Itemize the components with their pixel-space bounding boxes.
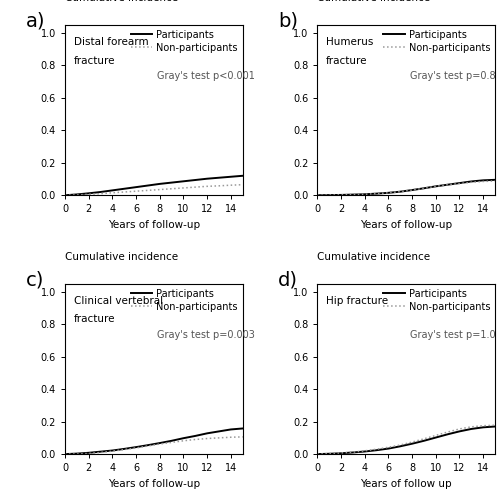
X-axis label: Years of follow up: Years of follow up <box>360 479 452 489</box>
Legend: Participants, Non-participants: Participants, Non-participants <box>131 288 238 311</box>
Legend: Participants, Non-participants: Participants, Non-participants <box>384 30 490 53</box>
X-axis label: Years of follow-up: Years of follow-up <box>360 220 452 230</box>
Text: Gray's test p<0.001: Gray's test p<0.001 <box>158 71 256 81</box>
Text: a): a) <box>26 11 46 30</box>
Text: Cumulative incidence: Cumulative incidence <box>318 0 430 3</box>
Text: Gray's test p=0.003: Gray's test p=0.003 <box>158 330 256 340</box>
Text: Gray's test p=1.0: Gray's test p=1.0 <box>410 330 496 340</box>
Text: Hip fracture: Hip fracture <box>326 296 388 306</box>
Text: Gray's test p=0.8: Gray's test p=0.8 <box>410 71 496 81</box>
Legend: Participants, Non-participants: Participants, Non-participants <box>131 30 238 53</box>
X-axis label: Years of follow-up: Years of follow-up <box>108 479 200 489</box>
Text: fracture: fracture <box>326 55 368 65</box>
Text: Distal forearm: Distal forearm <box>74 37 148 47</box>
Legend: Participants, Non-participants: Participants, Non-participants <box>384 288 490 311</box>
Text: Cumulative incidence: Cumulative incidence <box>65 251 178 261</box>
Text: Cumulative incidence: Cumulative incidence <box>65 0 178 3</box>
Text: Clinical vertebral: Clinical vertebral <box>74 296 163 306</box>
Text: Humerus: Humerus <box>326 37 374 47</box>
Text: d): d) <box>278 270 298 289</box>
Text: fracture: fracture <box>74 55 116 65</box>
Text: b): b) <box>278 11 298 30</box>
Text: fracture: fracture <box>74 314 116 324</box>
Text: Cumulative incidence: Cumulative incidence <box>318 251 430 261</box>
Text: c): c) <box>26 270 44 289</box>
X-axis label: Years of follow-up: Years of follow-up <box>108 220 200 230</box>
